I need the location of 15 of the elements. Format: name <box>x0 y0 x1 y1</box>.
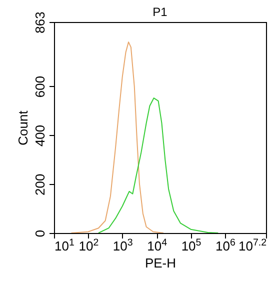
y-tick-label: 0 <box>32 230 48 238</box>
y-tick-label: 863 <box>32 12 48 34</box>
x-tick-label: 10$^{4}$ <box>147 237 168 254</box>
x-tick-label: 10$^{1}$ <box>54 237 74 254</box>
x-tick-label: 10$^{7.2}$ <box>238 237 266 254</box>
x-tick-label: 10$^{5}$ <box>181 237 202 254</box>
x-tick-label: 10$^{6}$ <box>216 237 236 254</box>
y-tick-label: 200 <box>32 174 48 196</box>
chart-title: P1 <box>152 5 168 20</box>
y-tick-label: 400 <box>32 124 48 147</box>
y-axis-title: Count <box>16 110 30 146</box>
x-tick-label: 10$^{3}$ <box>112 237 133 254</box>
x-tick-label: 10$^{2}$ <box>78 237 99 254</box>
y-tick-label: 600 <box>32 76 48 98</box>
x-axis-title: PE-H <box>144 256 176 270</box>
